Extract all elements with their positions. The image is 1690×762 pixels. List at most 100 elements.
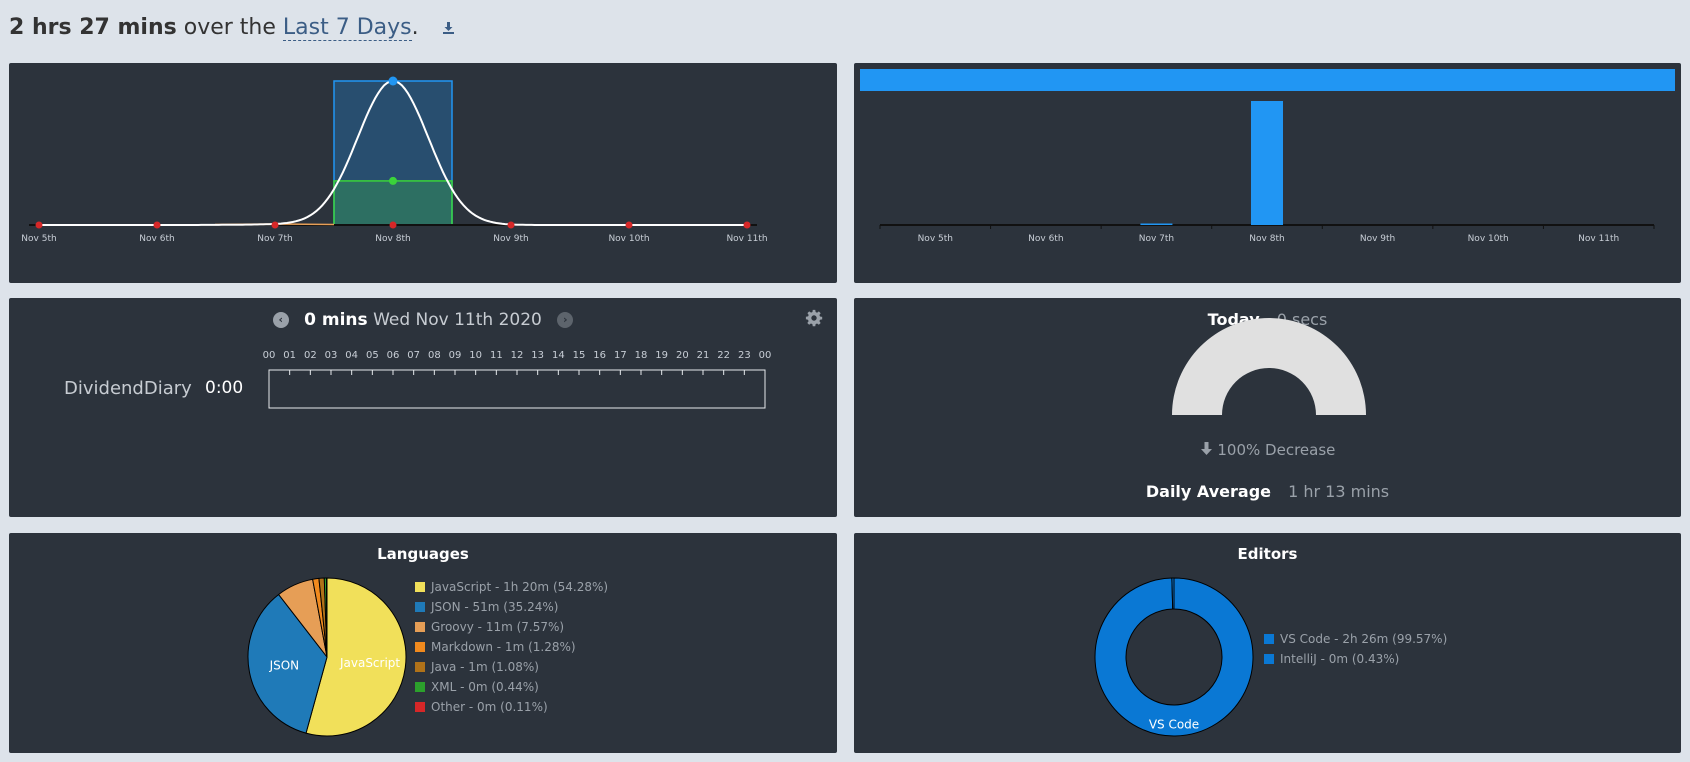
baseline-point bbox=[153, 221, 161, 229]
x-tick-label: Nov 7th bbox=[257, 234, 292, 244]
pie-slice bbox=[305, 577, 407, 737]
hour-label: 05 bbox=[366, 350, 379, 361]
hour-label: 00 bbox=[759, 350, 772, 361]
legend-swatch bbox=[1264, 654, 1274, 664]
daily-average-label: Daily Average bbox=[1145, 482, 1271, 501]
hour-label: 18 bbox=[635, 350, 648, 361]
activity-chart: Nov 5th Nov 6th Nov 7th Nov 8th Nov 9th Nov 1… bbox=[21, 76, 768, 244]
download-icon[interactable] bbox=[442, 10, 455, 46]
total-time: 2 hrs 27 mins bbox=[9, 15, 177, 40]
baseline-point bbox=[271, 221, 279, 229]
gear-icon[interactable] bbox=[805, 309, 823, 327]
highlight-total-box bbox=[333, 80, 453, 226]
x-tick-label: Nov 9th bbox=[1360, 234, 1395, 244]
chevron-right-circle-icon[interactable]: › bbox=[557, 312, 574, 328]
baseline-point bbox=[389, 221, 397, 229]
x-tick-label: Nov 10th bbox=[1468, 234, 1509, 244]
arrow-down-icon bbox=[1200, 441, 1218, 459]
legend-item: Java - 1m (1.08%) bbox=[415, 657, 608, 677]
x-tick-label: Nov 9th bbox=[493, 234, 528, 244]
legend-item: IntelliJ - 0m (0.43%) bbox=[1264, 649, 1447, 669]
hour-label: 15 bbox=[573, 350, 586, 361]
x-tick-label: Nov 5th bbox=[918, 234, 953, 244]
hour-label: 04 bbox=[345, 350, 358, 361]
slice-label: JSON bbox=[269, 658, 300, 672]
day-bar bbox=[1251, 101, 1283, 225]
chevron-left-circle-icon[interactable]: ‹ bbox=[272, 312, 289, 328]
legend-label: XML - 0m (0.44%) bbox=[431, 680, 539, 694]
editors-panel: Editors VS Code VS Code - 2h 26m (99.57%… bbox=[854, 533, 1681, 753]
legend-swatch bbox=[415, 582, 425, 592]
legend-swatch bbox=[415, 682, 425, 692]
x-tick-label: Nov 5th bbox=[21, 234, 56, 244]
project-time: 0:00 bbox=[205, 378, 244, 398]
hour-label: 22 bbox=[717, 350, 730, 361]
x-tick-label: Nov 10th bbox=[608, 234, 649, 244]
hour-label: 13 bbox=[531, 350, 544, 361]
legend-item: Groovy - 11m (7.57%) bbox=[415, 617, 608, 637]
legend-label: VS Code - 2h 26m (99.57%) bbox=[1280, 632, 1448, 646]
legend-label: Markdown - 1m (1.28%) bbox=[431, 640, 576, 654]
legend-item: JSON - 51m (35.24%) bbox=[415, 597, 608, 617]
legend-item: Other - 0m (0.11%) bbox=[415, 697, 608, 717]
pie-slice bbox=[325, 577, 328, 658]
legend-label: Java - 1m (1.08%) bbox=[431, 660, 539, 674]
legend-item: XML - 0m (0.44%) bbox=[415, 677, 608, 697]
hour-label: 11 bbox=[490, 350, 503, 361]
over-the-text: over the bbox=[183, 15, 276, 40]
hour-label: 19 bbox=[655, 350, 668, 361]
day-timeline-panel: ‹ 0 mins Wed Nov 11th 2020 › 00 01 02 03 04 0… bbox=[9, 298, 837, 517]
summary-header: 2 hrs 27 mins over the Last 7 Days. bbox=[9, 10, 455, 46]
baseline-point bbox=[35, 221, 43, 229]
pie-slice bbox=[1171, 577, 1175, 610]
x-tick-label: Nov 6th bbox=[139, 234, 174, 244]
legend-label: Groovy - 11m (7.57%) bbox=[431, 620, 565, 634]
hour-label: 16 bbox=[593, 350, 606, 361]
hour-timeline: 00 01 02 03 04 05 06 07 08 09 10 11 12 13 14 15 16 17 18 19… bbox=[263, 350, 772, 409]
timeline-track bbox=[268, 369, 766, 409]
today-panel: Today 0 secs 100% Decrease Daily Average… bbox=[854, 298, 1681, 517]
project-name[interactable]: DividendDiary bbox=[64, 378, 192, 399]
slice-label: VS Code bbox=[1149, 718, 1199, 732]
period-text: . bbox=[411, 15, 419, 40]
hour-label: 09 bbox=[449, 350, 462, 361]
editors-donut: VS Code bbox=[1094, 577, 1254, 737]
editors-title: Editors bbox=[1237, 545, 1298, 563]
daily-average-value: 1 hr 13 mins bbox=[1288, 482, 1390, 501]
x-tick-label: Nov 7th bbox=[1139, 234, 1174, 244]
legend-swatch bbox=[415, 642, 425, 652]
legend-swatch bbox=[415, 602, 425, 612]
languages-panel: Languages JavaScript JSON JavaScript - 1h… bbox=[9, 533, 837, 753]
baseline-point bbox=[743, 221, 751, 229]
languages-pie: JavaScript JSON bbox=[247, 577, 407, 737]
hour-label: 21 bbox=[697, 350, 710, 361]
range-brush-bar bbox=[860, 69, 1675, 91]
slice-label: JavaScript bbox=[339, 656, 400, 670]
hour-label: 17 bbox=[614, 350, 627, 361]
today-gauge bbox=[1172, 318, 1366, 415]
legend-swatch bbox=[415, 702, 425, 712]
project-point bbox=[389, 176, 397, 185]
legend-label: Other - 0m (0.11%) bbox=[431, 700, 548, 714]
hour-label: 07 bbox=[407, 350, 420, 361]
daily-bar-chart: Nov 5th Nov 6th Nov 7th Nov 8th Nov 9th Nov 1… bbox=[860, 69, 1675, 244]
activity-chart-panel: Nov 5th Nov 6th Nov 7th Nov 8th Nov 9th Nov 1… bbox=[9, 63, 837, 283]
legend-label: IntelliJ - 0m (0.43%) bbox=[1280, 652, 1400, 666]
decrease-text: 100% Decrease bbox=[1217, 441, 1336, 459]
day-date: Wed Nov 11th 2020 bbox=[373, 310, 542, 330]
date-range-link[interactable]: Last 7 Days bbox=[282, 15, 412, 41]
legend-label: JavaScript - 1h 20m (54.28%) bbox=[431, 580, 609, 594]
daily-bars-panel: Nov 5th Nov 6th Nov 7th Nov 8th Nov 9th Nov 1… bbox=[854, 63, 1681, 283]
baseline-point bbox=[507, 221, 515, 229]
hour-label: 00 bbox=[263, 350, 276, 361]
legend-swatch bbox=[415, 622, 425, 632]
day-total: 0 mins bbox=[304, 310, 368, 330]
hour-label: 06 bbox=[387, 350, 400, 361]
x-tick-label: Nov 11th bbox=[1578, 234, 1619, 244]
decrease-indicator: 100% Decrease bbox=[854, 441, 1681, 459]
legend-swatch bbox=[1264, 634, 1274, 644]
gauge-arc bbox=[1172, 318, 1366, 415]
languages-title: Languages bbox=[377, 545, 469, 563]
peak-point bbox=[388, 76, 398, 86]
legend-label: JSON - 51m (35.24%) bbox=[431, 600, 559, 614]
